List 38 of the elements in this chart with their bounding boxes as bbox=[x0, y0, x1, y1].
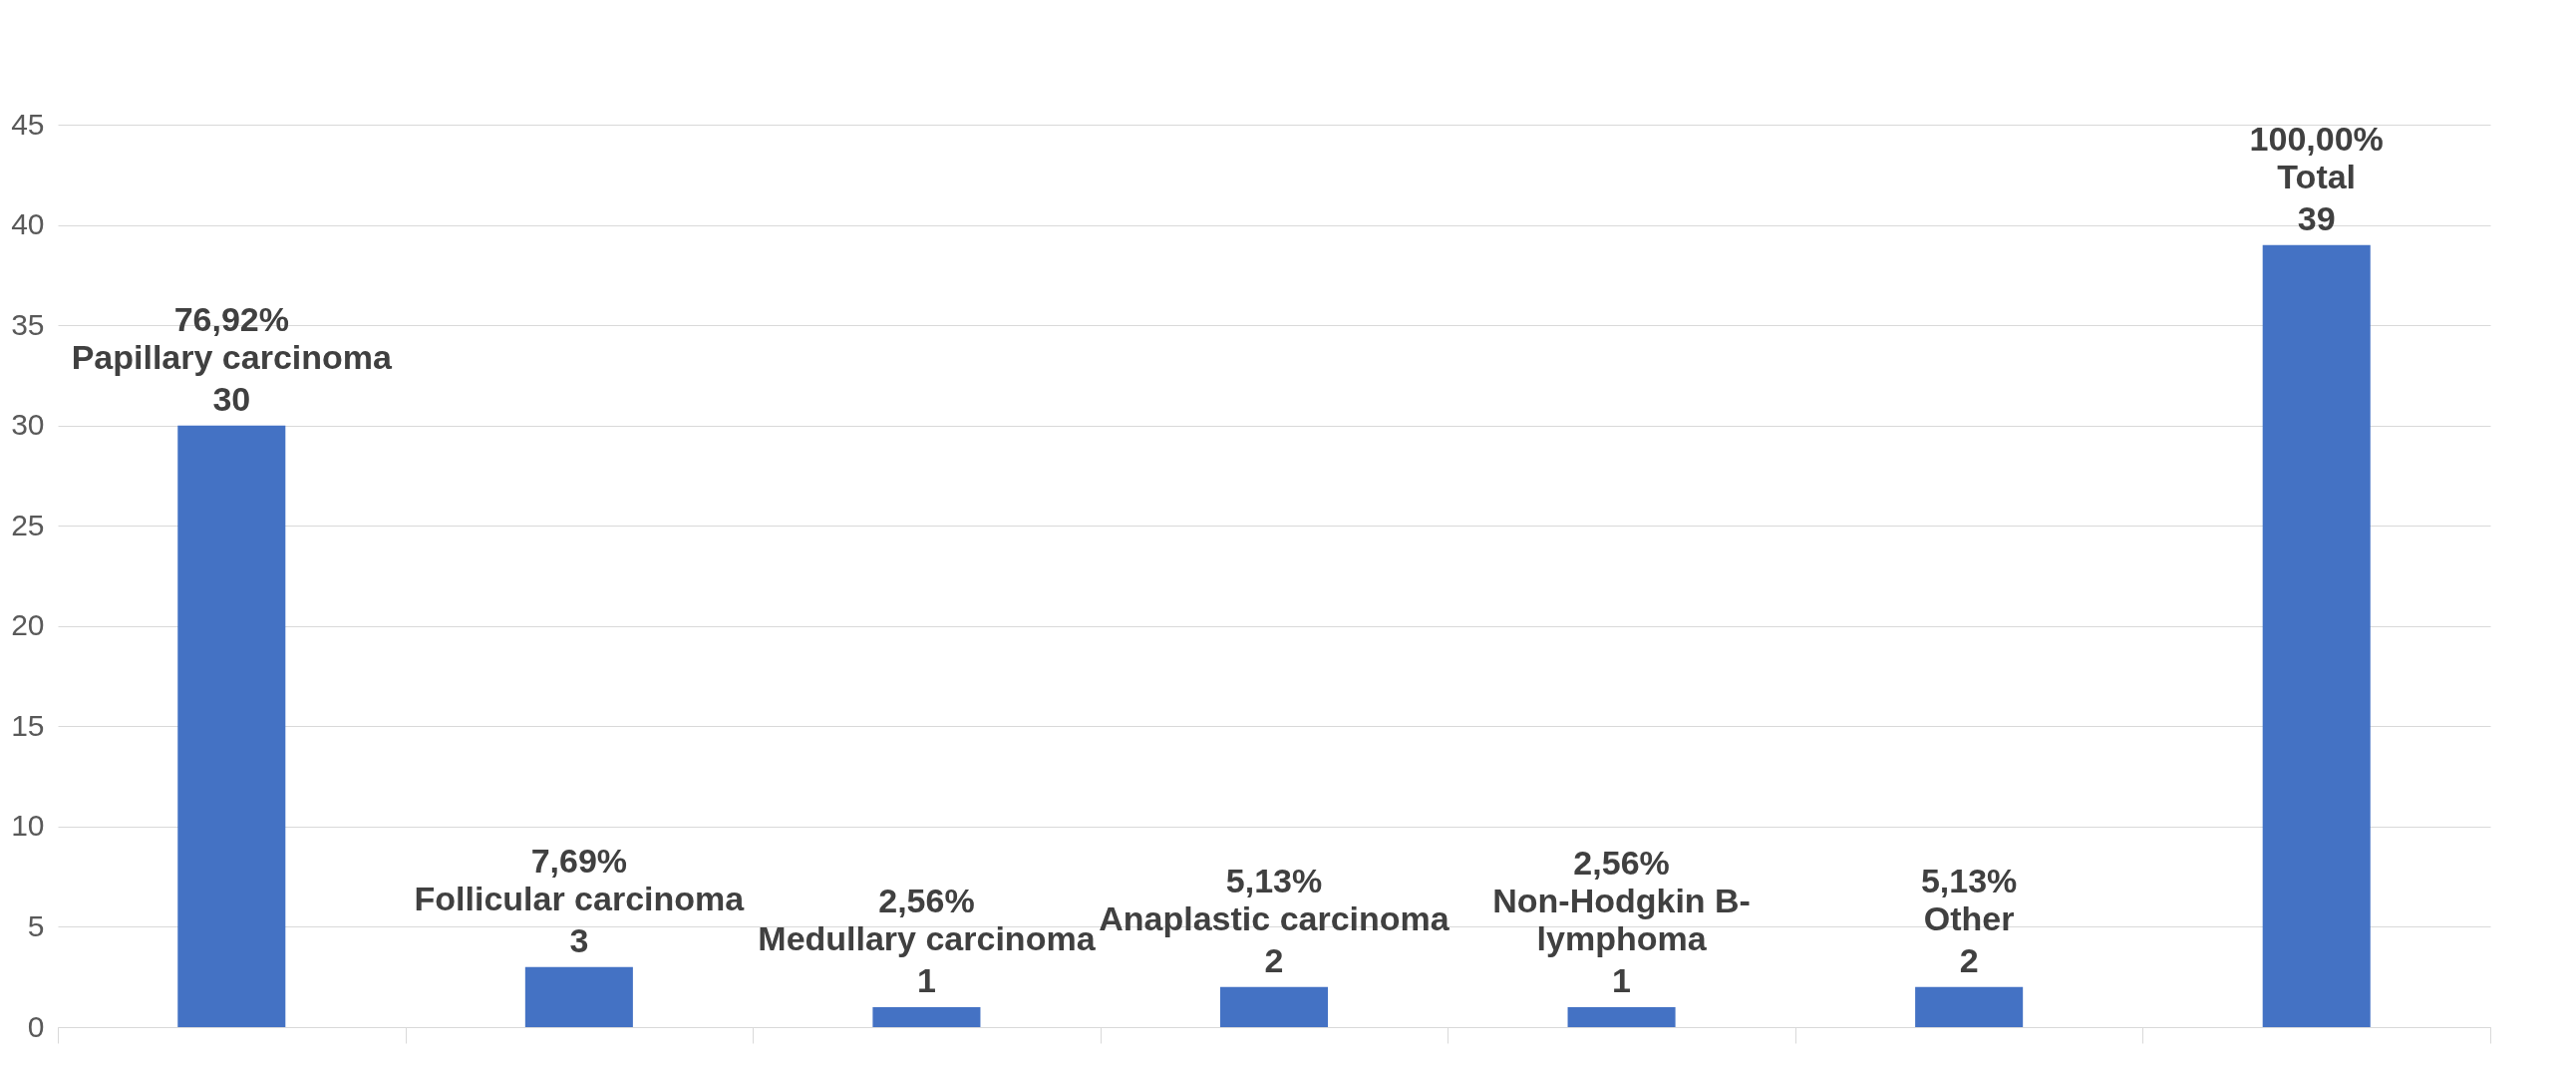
data-label: 2 bbox=[1264, 940, 1284, 979]
bar bbox=[872, 1006, 981, 1027]
bar bbox=[1567, 1006, 1676, 1027]
x-tick-label: Papillary carcinoma bbox=[71, 337, 394, 376]
data-label: 2 bbox=[1959, 940, 1979, 979]
y-tick-label: 0 bbox=[27, 1009, 45, 1043]
y-tick-label: 30 bbox=[11, 408, 45, 442]
data-label: 1 bbox=[1612, 960, 1632, 999]
bar bbox=[1915, 986, 2024, 1027]
y-tick-label: 40 bbox=[11, 207, 45, 241]
x-tick-label: Medullary carcinoma bbox=[758, 918, 1097, 957]
y-tick-label: 5 bbox=[27, 908, 45, 942]
data-label: 3 bbox=[569, 920, 589, 959]
bar bbox=[524, 966, 633, 1027]
x-tick-label: Follicular carcinoma bbox=[414, 879, 746, 917]
annotation: 2,56% bbox=[878, 881, 975, 919]
x-tick-label: Other bbox=[1923, 898, 2015, 937]
y-tick-label: 25 bbox=[11, 508, 45, 541]
annotation: 7,69% bbox=[530, 841, 628, 880]
bar bbox=[177, 425, 286, 1027]
y-tick-label: 45 bbox=[11, 107, 45, 141]
y-tick-label: 35 bbox=[11, 307, 45, 341]
data-label: 39 bbox=[2297, 198, 2336, 237]
x-tick-label: Total bbox=[2277, 157, 2357, 195]
y-tick-label: 15 bbox=[11, 708, 45, 742]
data-label: 1 bbox=[916, 960, 936, 999]
annotation: 5,13% bbox=[1920, 861, 2018, 899]
annotation: 76,92% bbox=[173, 299, 289, 338]
bar bbox=[1219, 986, 1329, 1027]
y-tick-label: 10 bbox=[11, 809, 45, 843]
bar bbox=[2262, 244, 2371, 1027]
annotation: 2,56% bbox=[1573, 843, 1670, 882]
y-tick-label: 20 bbox=[11, 608, 45, 642]
x-tick-label: Anaplastic carcinoma bbox=[1099, 898, 1450, 937]
data-label: 30 bbox=[212, 379, 251, 418]
annotation: 100,00% bbox=[2249, 119, 2384, 158]
x-tick-label: Non-Hodgkin B-lymphoma bbox=[1492, 881, 1751, 957]
annotation: 5,13% bbox=[1225, 861, 1323, 899]
